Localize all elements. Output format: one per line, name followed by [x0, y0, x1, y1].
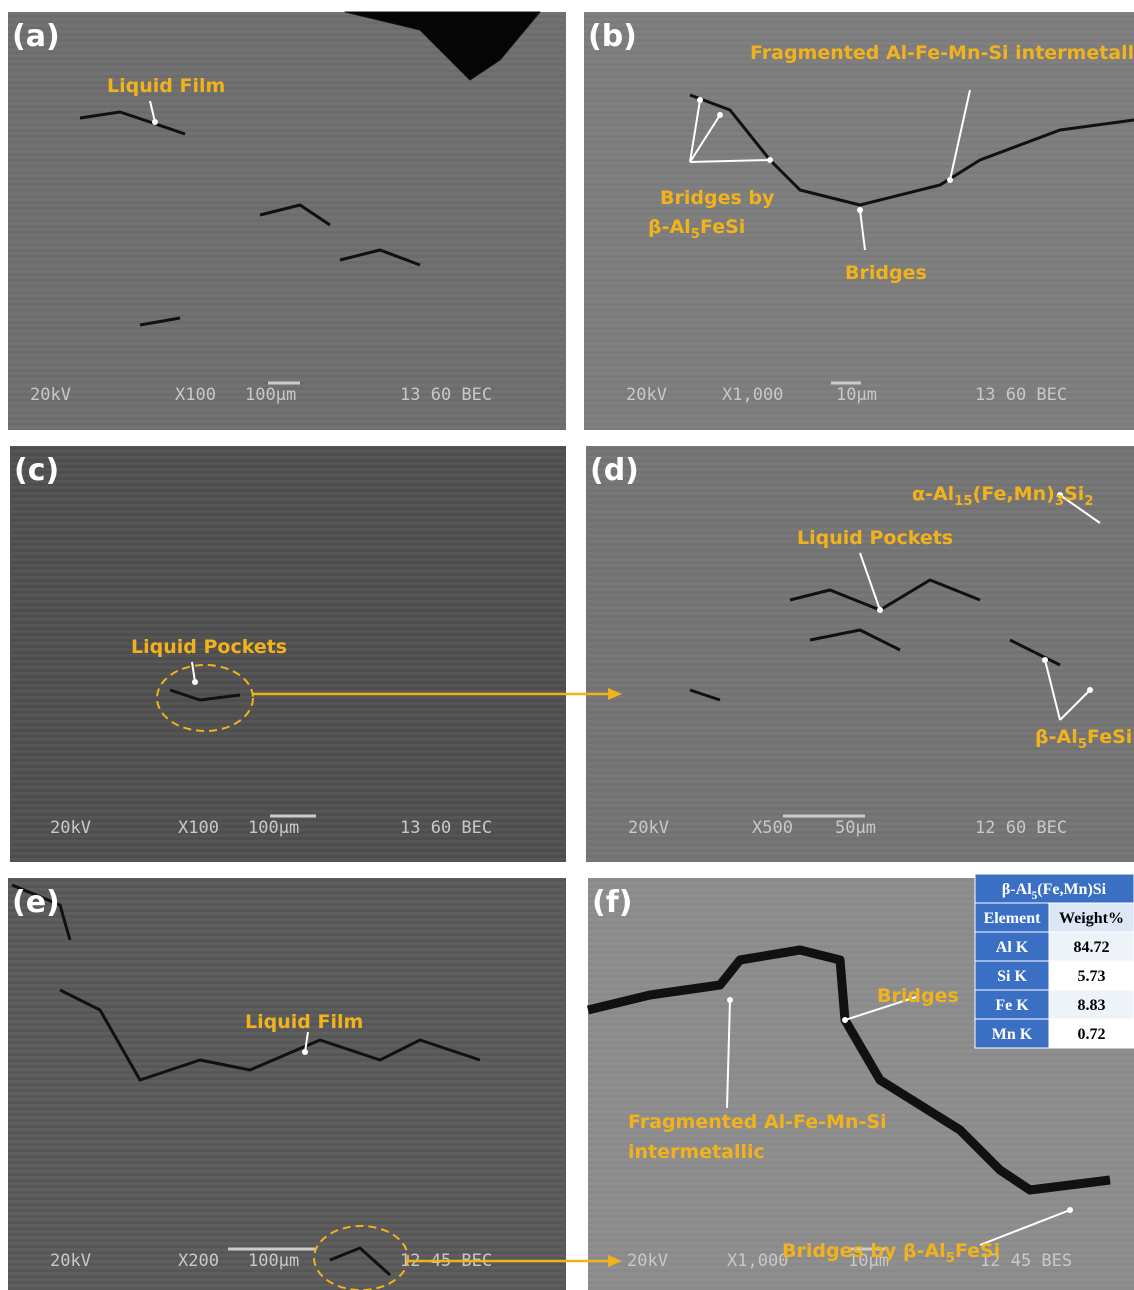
text-run: (Fe,Mn)Si	[1037, 881, 1106, 898]
micrograph-texture	[10, 446, 566, 862]
scale-info: X100	[178, 818, 219, 838]
text-run: β-Al	[1002, 881, 1032, 898]
panel-label: (d)	[590, 453, 639, 488]
annotation: Bridges by	[660, 187, 775, 209]
arrow-head	[1087, 687, 1093, 693]
table-weight: 0.72	[1078, 1026, 1106, 1043]
text-run: α-Al	[912, 483, 954, 505]
table-element: Al K	[996, 939, 1029, 956]
table-weight: 84.72	[1074, 939, 1110, 956]
table-element: Fe K	[995, 997, 1029, 1014]
text-run: β-Al	[1035, 726, 1078, 748]
arrow-head	[1042, 657, 1048, 663]
text-run: Fragmented Al-Fe-Mn-Si	[628, 1111, 887, 1133]
arrow-head	[857, 207, 863, 213]
arrow-head	[947, 177, 953, 183]
annotation: Liquid Pockets	[797, 527, 953, 549]
text-run: Bridges	[877, 985, 959, 1007]
arrow-head	[877, 607, 883, 613]
subscript: 5	[691, 227, 700, 242]
text-run: Bridges by β-Al	[782, 1240, 946, 1262]
table-element: Mn K	[992, 1026, 1033, 1043]
arrow-head	[727, 997, 733, 1003]
text-run: Bridges	[845, 262, 927, 284]
annotation: Liquid Film	[107, 75, 225, 97]
subscript: 3	[1055, 494, 1064, 509]
text-run: Bridges by	[660, 187, 775, 209]
text-run: Fragmented Al-Fe-Mn-Si intermetallic	[750, 42, 1134, 64]
scale-info: X500	[752, 818, 793, 838]
arrow-head	[192, 679, 198, 685]
annotation: Bridges	[845, 262, 927, 284]
text-run: β-Al	[648, 216, 691, 238]
scale-info: 100µm	[245, 385, 296, 405]
scale-info: 20kV	[626, 385, 667, 405]
panel-label: (e)	[12, 885, 60, 920]
panel-label: (a)	[12, 19, 60, 54]
scale-info: X100	[175, 385, 216, 405]
scale-info: 20kV	[628, 818, 669, 838]
panel-label: (c)	[14, 453, 59, 488]
subscript: 5	[946, 1251, 955, 1266]
table-element: Si K	[997, 968, 1027, 985]
subscript: 15	[954, 494, 973, 509]
annotation: Fragmented Al-Fe-Mn-Si intermetallic	[750, 42, 1134, 64]
panel-label: (b)	[588, 19, 637, 54]
text-run: Liquid Pockets	[797, 527, 953, 549]
arrow-head	[717, 112, 723, 118]
scale-info: X1,000	[727, 1251, 788, 1271]
annotation: Liquid Pockets	[131, 636, 287, 658]
text-run: (Fe,Mn)	[973, 483, 1055, 505]
scale-info: 20kV	[627, 1251, 668, 1271]
text-run: Si	[1064, 483, 1084, 505]
scale-info: 50µm	[835, 818, 876, 838]
annotation: Liquid Film	[245, 1011, 363, 1033]
scale-info: 13 60 BEC	[400, 818, 492, 838]
scale-info: 100µm	[248, 1251, 299, 1271]
arrow-head	[152, 119, 158, 125]
panel-label: (f)	[592, 885, 632, 920]
arrow-head	[1067, 1207, 1073, 1213]
scale-info: 100µm	[248, 818, 299, 838]
arrow-head	[767, 157, 773, 163]
arrow-head	[842, 1017, 848, 1023]
arrow-head	[697, 97, 703, 103]
micrograph-texture	[8, 12, 566, 430]
text-run: Liquid Film	[107, 75, 225, 97]
table-header: Weight%	[1059, 910, 1124, 927]
text-run: Liquid Film	[245, 1011, 363, 1033]
annotation: Bridges	[877, 985, 959, 1007]
scale-info: 13 60 BEC	[400, 385, 492, 405]
micrograph-texture	[586, 446, 1134, 862]
table-header: Element	[984, 910, 1042, 927]
scale-info: 12 60 BEC	[975, 818, 1067, 838]
text-run: FeSi	[955, 1240, 1000, 1262]
scale-info: X1,000	[722, 385, 783, 405]
text-run: FeSi	[700, 216, 745, 238]
table-weight: 5.73	[1078, 968, 1106, 985]
subscript: 2	[1084, 494, 1093, 509]
annotation: Fragmented Al-Fe-Mn-Si	[628, 1111, 887, 1133]
arrow-head	[302, 1049, 308, 1055]
figure: (a) 20kV X100 100µm 13 60 BEC Liquid Film (b) 2…	[0, 0, 1134, 1290]
scale-info: 10µm	[836, 385, 877, 405]
annotation: intermetallic	[628, 1141, 765, 1163]
scale-info: 20kV	[30, 385, 71, 405]
table-weight: 8.83	[1078, 997, 1106, 1014]
subscript: 5	[1078, 737, 1087, 752]
text-run: FeSi	[1087, 726, 1132, 748]
scale-info: X200	[178, 1251, 219, 1271]
text-run: Liquid Pockets	[131, 636, 287, 658]
scale-info: 20kV	[50, 818, 91, 838]
scale-info: 13 60 BEC	[975, 385, 1067, 405]
text-run: intermetallic	[628, 1141, 765, 1163]
micrograph-texture	[8, 878, 566, 1290]
scale-info: 20kV	[50, 1251, 91, 1271]
